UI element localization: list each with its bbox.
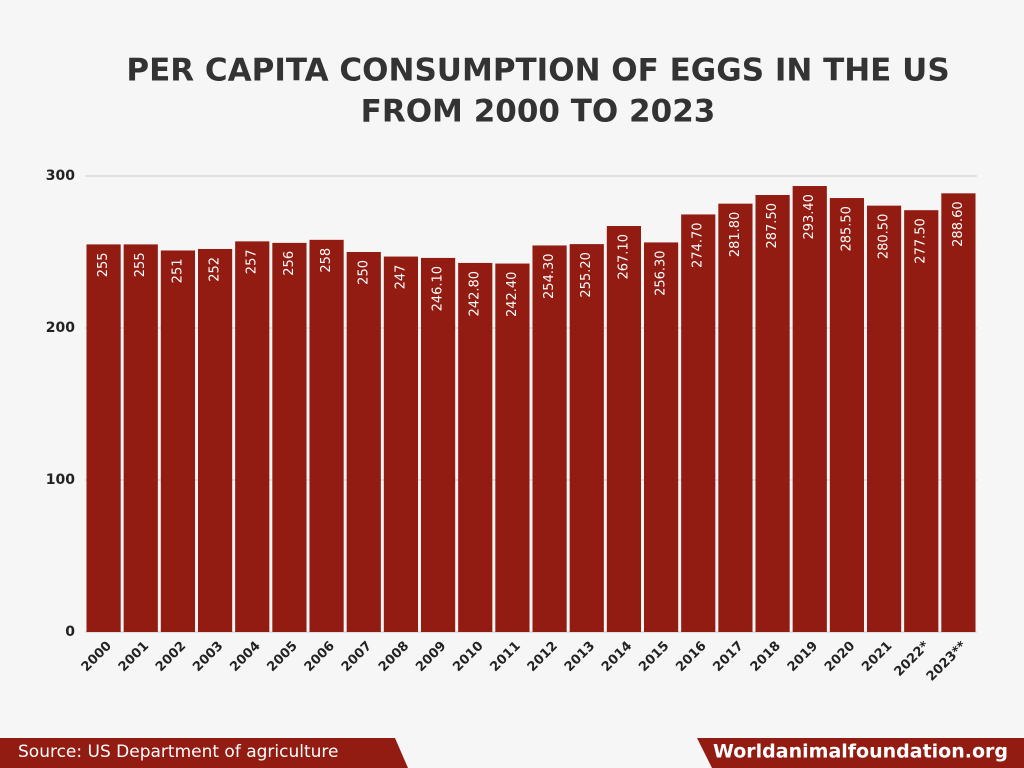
data-label: 242.80	[468, 271, 483, 317]
bar	[941, 193, 976, 632]
bar	[718, 203, 753, 632]
data-label: 288.60	[951, 201, 966, 247]
data-label: 255	[96, 252, 111, 277]
bar	[420, 257, 456, 632]
chart-title: PER CAPITA CONSUMPTION OF EGGS IN THE US	[126, 53, 949, 89]
data-label: 255	[133, 252, 148, 277]
bar	[346, 252, 381, 632]
data-label: 246.10	[431, 266, 446, 312]
source: Source: US Department of agriculture	[18, 742, 339, 762]
data-label: 258	[319, 248, 334, 273]
y-tick-label: 100	[46, 472, 75, 488]
website: Worldanimalfoundation.org	[713, 741, 1008, 763]
data-label: 274.70	[691, 222, 706, 268]
data-label: 267.10	[616, 234, 631, 280]
data-label: 285.50	[839, 206, 854, 252]
bar	[495, 263, 530, 632]
data-label: 251	[170, 258, 185, 283]
bar	[383, 256, 419, 632]
bar	[755, 195, 790, 632]
bar	[569, 244, 604, 632]
bar	[309, 239, 344, 632]
data-label: 256.30	[654, 250, 669, 296]
data-label: 252	[208, 257, 223, 282]
website-banner	[697, 738, 1024, 768]
data-label: 277.50	[914, 218, 929, 264]
bar	[829, 198, 865, 633]
source-banner	[0, 738, 408, 768]
bar	[606, 226, 642, 632]
bar	[272, 242, 307, 632]
chart-title: FROM 2000 TO 2023	[361, 94, 716, 130]
bar	[197, 248, 233, 632]
bar	[123, 244, 158, 632]
data-label: 281.80	[728, 212, 743, 258]
data-label: 256	[282, 251, 297, 276]
bar	[86, 244, 121, 632]
bar	[866, 205, 902, 632]
y-tick-label: 300	[46, 168, 75, 184]
bar	[160, 250, 196, 633]
data-label: 242.40	[505, 272, 520, 318]
data-label: 250	[356, 260, 371, 285]
bar	[792, 186, 827, 633]
data-label: 254.30	[542, 253, 557, 298]
bar	[643, 242, 679, 632]
y-tick-label: 200	[46, 320, 75, 336]
data-label: 293.40	[802, 194, 817, 240]
bar	[458, 262, 493, 632]
bar	[532, 245, 567, 633]
bar	[904, 210, 939, 632]
bar	[681, 214, 716, 632]
bar	[235, 241, 270, 633]
y-tick-label: 0	[65, 624, 75, 640]
data-label: 287.50	[765, 203, 780, 249]
data-label: 255.20	[579, 252, 594, 298]
data-label: 257	[245, 249, 260, 274]
data-label: 280.50	[877, 214, 892, 260]
data-label: 247	[393, 265, 408, 290]
